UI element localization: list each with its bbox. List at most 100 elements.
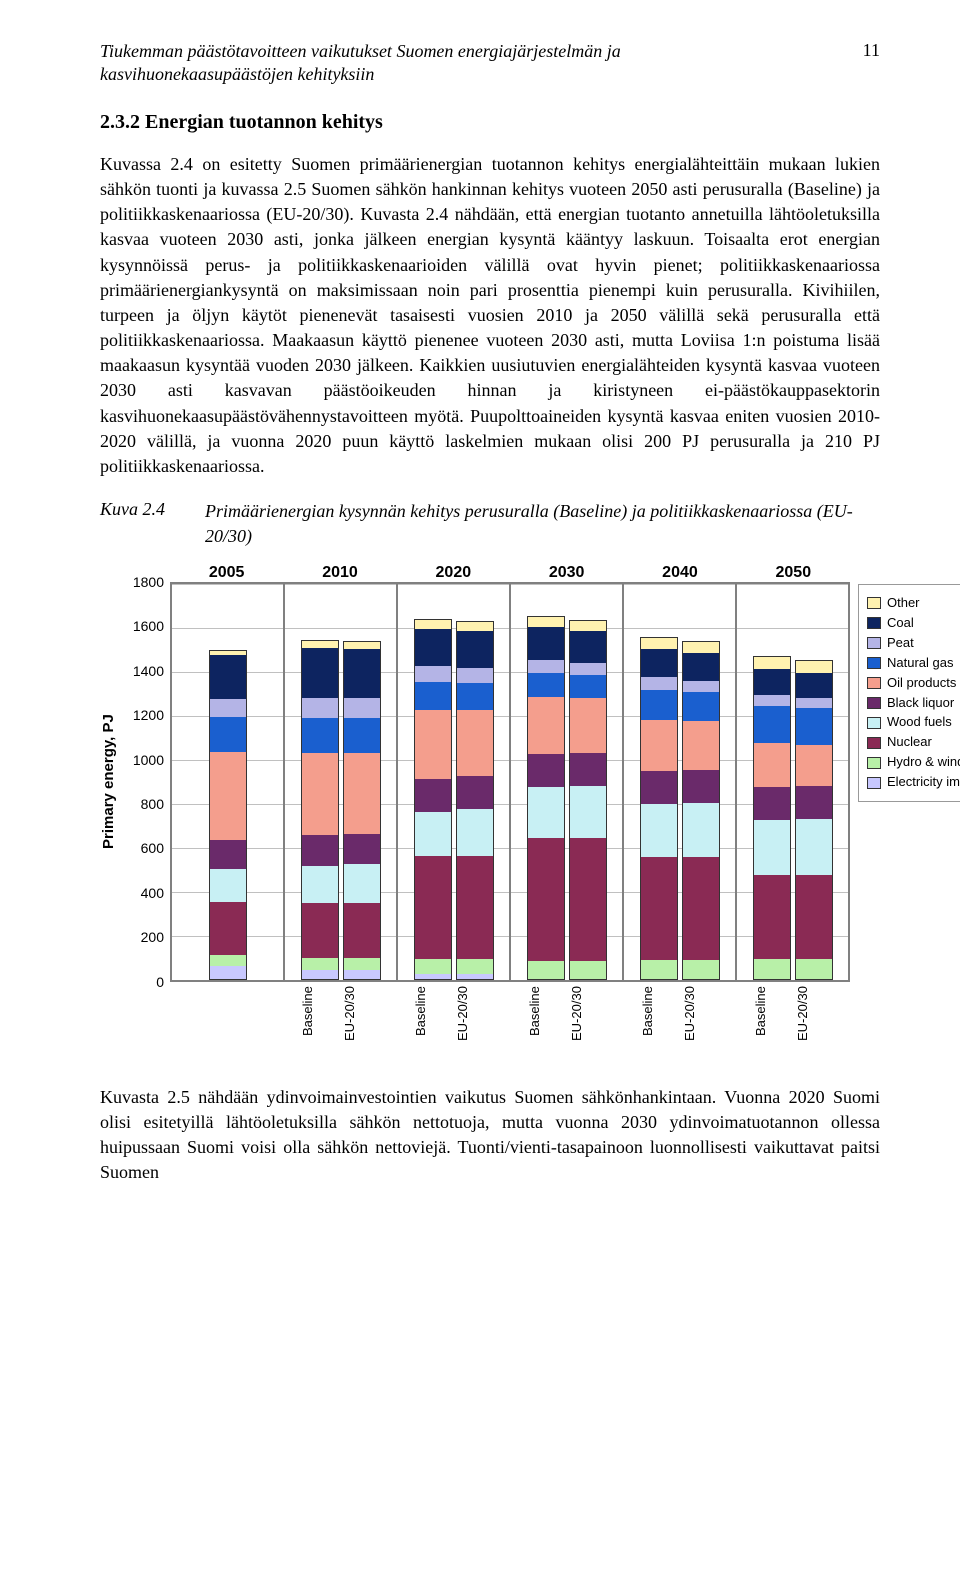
- y-tick: 400: [141, 885, 164, 901]
- chart-segment: [796, 745, 832, 787]
- chart-segment: [796, 819, 832, 875]
- chart-bar: [343, 641, 381, 980]
- chart-segment: [570, 786, 606, 838]
- chart-segment: [528, 961, 564, 979]
- section-heading: 2.3.2 Energian tuotannon kehitys: [100, 111, 880, 134]
- chart-segment: [415, 974, 451, 978]
- legend-swatch: [867, 637, 881, 649]
- chart-bar-label: Baseline: [640, 986, 678, 1057]
- chart-segment: [641, 804, 677, 857]
- chart-bar-label: EU-20/30: [682, 986, 720, 1057]
- running-header: Tiukemman päästötavoitteen vaikutukset S…: [100, 40, 880, 87]
- chart-segment: [302, 753, 338, 834]
- chart-segment: [570, 698, 606, 753]
- chart-segment: [683, 721, 719, 769]
- legend-item: Coal: [867, 616, 960, 631]
- chart-bar: [456, 621, 494, 979]
- chart-x-group: BaselineEU-20/30: [737, 982, 850, 1057]
- chart-segment: [302, 835, 338, 866]
- chart-segment: [641, 771, 677, 804]
- chart-segment: [754, 743, 790, 787]
- chart-segment: [570, 838, 606, 961]
- chart-segment: [570, 753, 606, 786]
- legend-item: Peat: [867, 636, 960, 651]
- chart-segment: [210, 955, 246, 966]
- chart-segment: [415, 710, 451, 778]
- chart-year-label: 2040: [623, 564, 736, 582]
- chart-segment: [796, 661, 832, 673]
- legend-item: Other: [867, 596, 960, 611]
- chart-x-labels: BaselineEU-20/30BaselineEU-20/30Baseline…: [170, 982, 850, 1057]
- chart-segment: [457, 959, 493, 974]
- chart-legend: OtherCoalPeatNatural gasOil productsBlac…: [858, 584, 960, 802]
- chart-year-label: 2010: [283, 564, 396, 582]
- chart-segment: [528, 787, 564, 838]
- chart-segment: [415, 629, 451, 666]
- y-tick: 600: [141, 840, 164, 856]
- chart-segment: [457, 710, 493, 776]
- chart-segment: [796, 959, 832, 979]
- chart-bar-label: Baseline: [300, 986, 338, 1057]
- chart-segment: [683, 857, 719, 960]
- chart-segment: [570, 663, 606, 675]
- chart-segment: [641, 677, 677, 689]
- chart-segment: [457, 776, 493, 809]
- chart-segment: [570, 631, 606, 663]
- chart-segment: [754, 875, 790, 959]
- legend-item: Oil products: [867, 676, 960, 691]
- chart-segment: [210, 699, 246, 717]
- chart-segment: [641, 638, 677, 649]
- chart-bar: [209, 650, 247, 980]
- chart-segment: [415, 812, 451, 856]
- chart-bar-label: Baseline: [413, 986, 451, 1057]
- y-tick: 0: [156, 974, 164, 990]
- chart-segment: [570, 961, 606, 979]
- chart-segment: [210, 869, 246, 902]
- chart-bar: [301, 640, 339, 980]
- chart-segment: [415, 682, 451, 711]
- y-tick: 1600: [133, 618, 164, 634]
- chart-segment: [683, 692, 719, 722]
- chart-bar: [682, 641, 720, 980]
- chart-segment: [528, 660, 564, 673]
- y-tick: 1800: [133, 574, 164, 590]
- chart-segment: [210, 655, 246, 699]
- chart-segment: [754, 959, 790, 979]
- chart-segment: [344, 834, 380, 865]
- chart-segment: [683, 960, 719, 979]
- chart-plot-area: OtherCoalPeatNatural gasOil productsBlac…: [170, 582, 850, 982]
- chart-segment: [796, 698, 832, 708]
- chart-segment: [302, 648, 338, 699]
- chart-segment: [754, 706, 790, 743]
- chart-segment: [302, 903, 338, 958]
- chart-segment: [344, 718, 380, 753]
- legend-swatch: [867, 717, 881, 729]
- chart-segment: [210, 717, 246, 752]
- chart-segment: [457, 809, 493, 855]
- legend-label: Wood fuels: [887, 715, 952, 730]
- chart-bar-label: EU-20/30: [342, 986, 380, 1057]
- chart-x-group: [170, 982, 283, 1057]
- chart-year-label: 2050: [737, 564, 850, 582]
- running-title: Tiukemman päästötavoitteen vaikutukset S…: [100, 40, 700, 87]
- chart-segment: [683, 803, 719, 857]
- chart-segment: [754, 787, 790, 820]
- legend-swatch: [867, 777, 881, 789]
- chart-bar: [753, 656, 791, 980]
- chart-segment: [344, 958, 380, 970]
- chart-segment: [570, 621, 606, 631]
- chart-year-group: [509, 584, 622, 980]
- legend-swatch: [867, 677, 881, 689]
- chart-year-group: [735, 584, 848, 980]
- legend-label: Natural gas: [887, 656, 953, 671]
- chart-bar: [569, 620, 607, 979]
- chart-segment: [344, 864, 380, 903]
- chart-segment: [302, 698, 338, 718]
- chart-segment: [641, 649, 677, 678]
- chart-bar: [795, 660, 833, 980]
- chart-bar-label: Baseline: [753, 986, 791, 1057]
- chart-segment: [754, 695, 790, 706]
- chart-year-group: [283, 584, 396, 980]
- primary-energy-chart: 200520102020203020402050 Primary energy,…: [100, 564, 880, 1057]
- chart-year-row: 200520102020203020402050: [170, 564, 850, 582]
